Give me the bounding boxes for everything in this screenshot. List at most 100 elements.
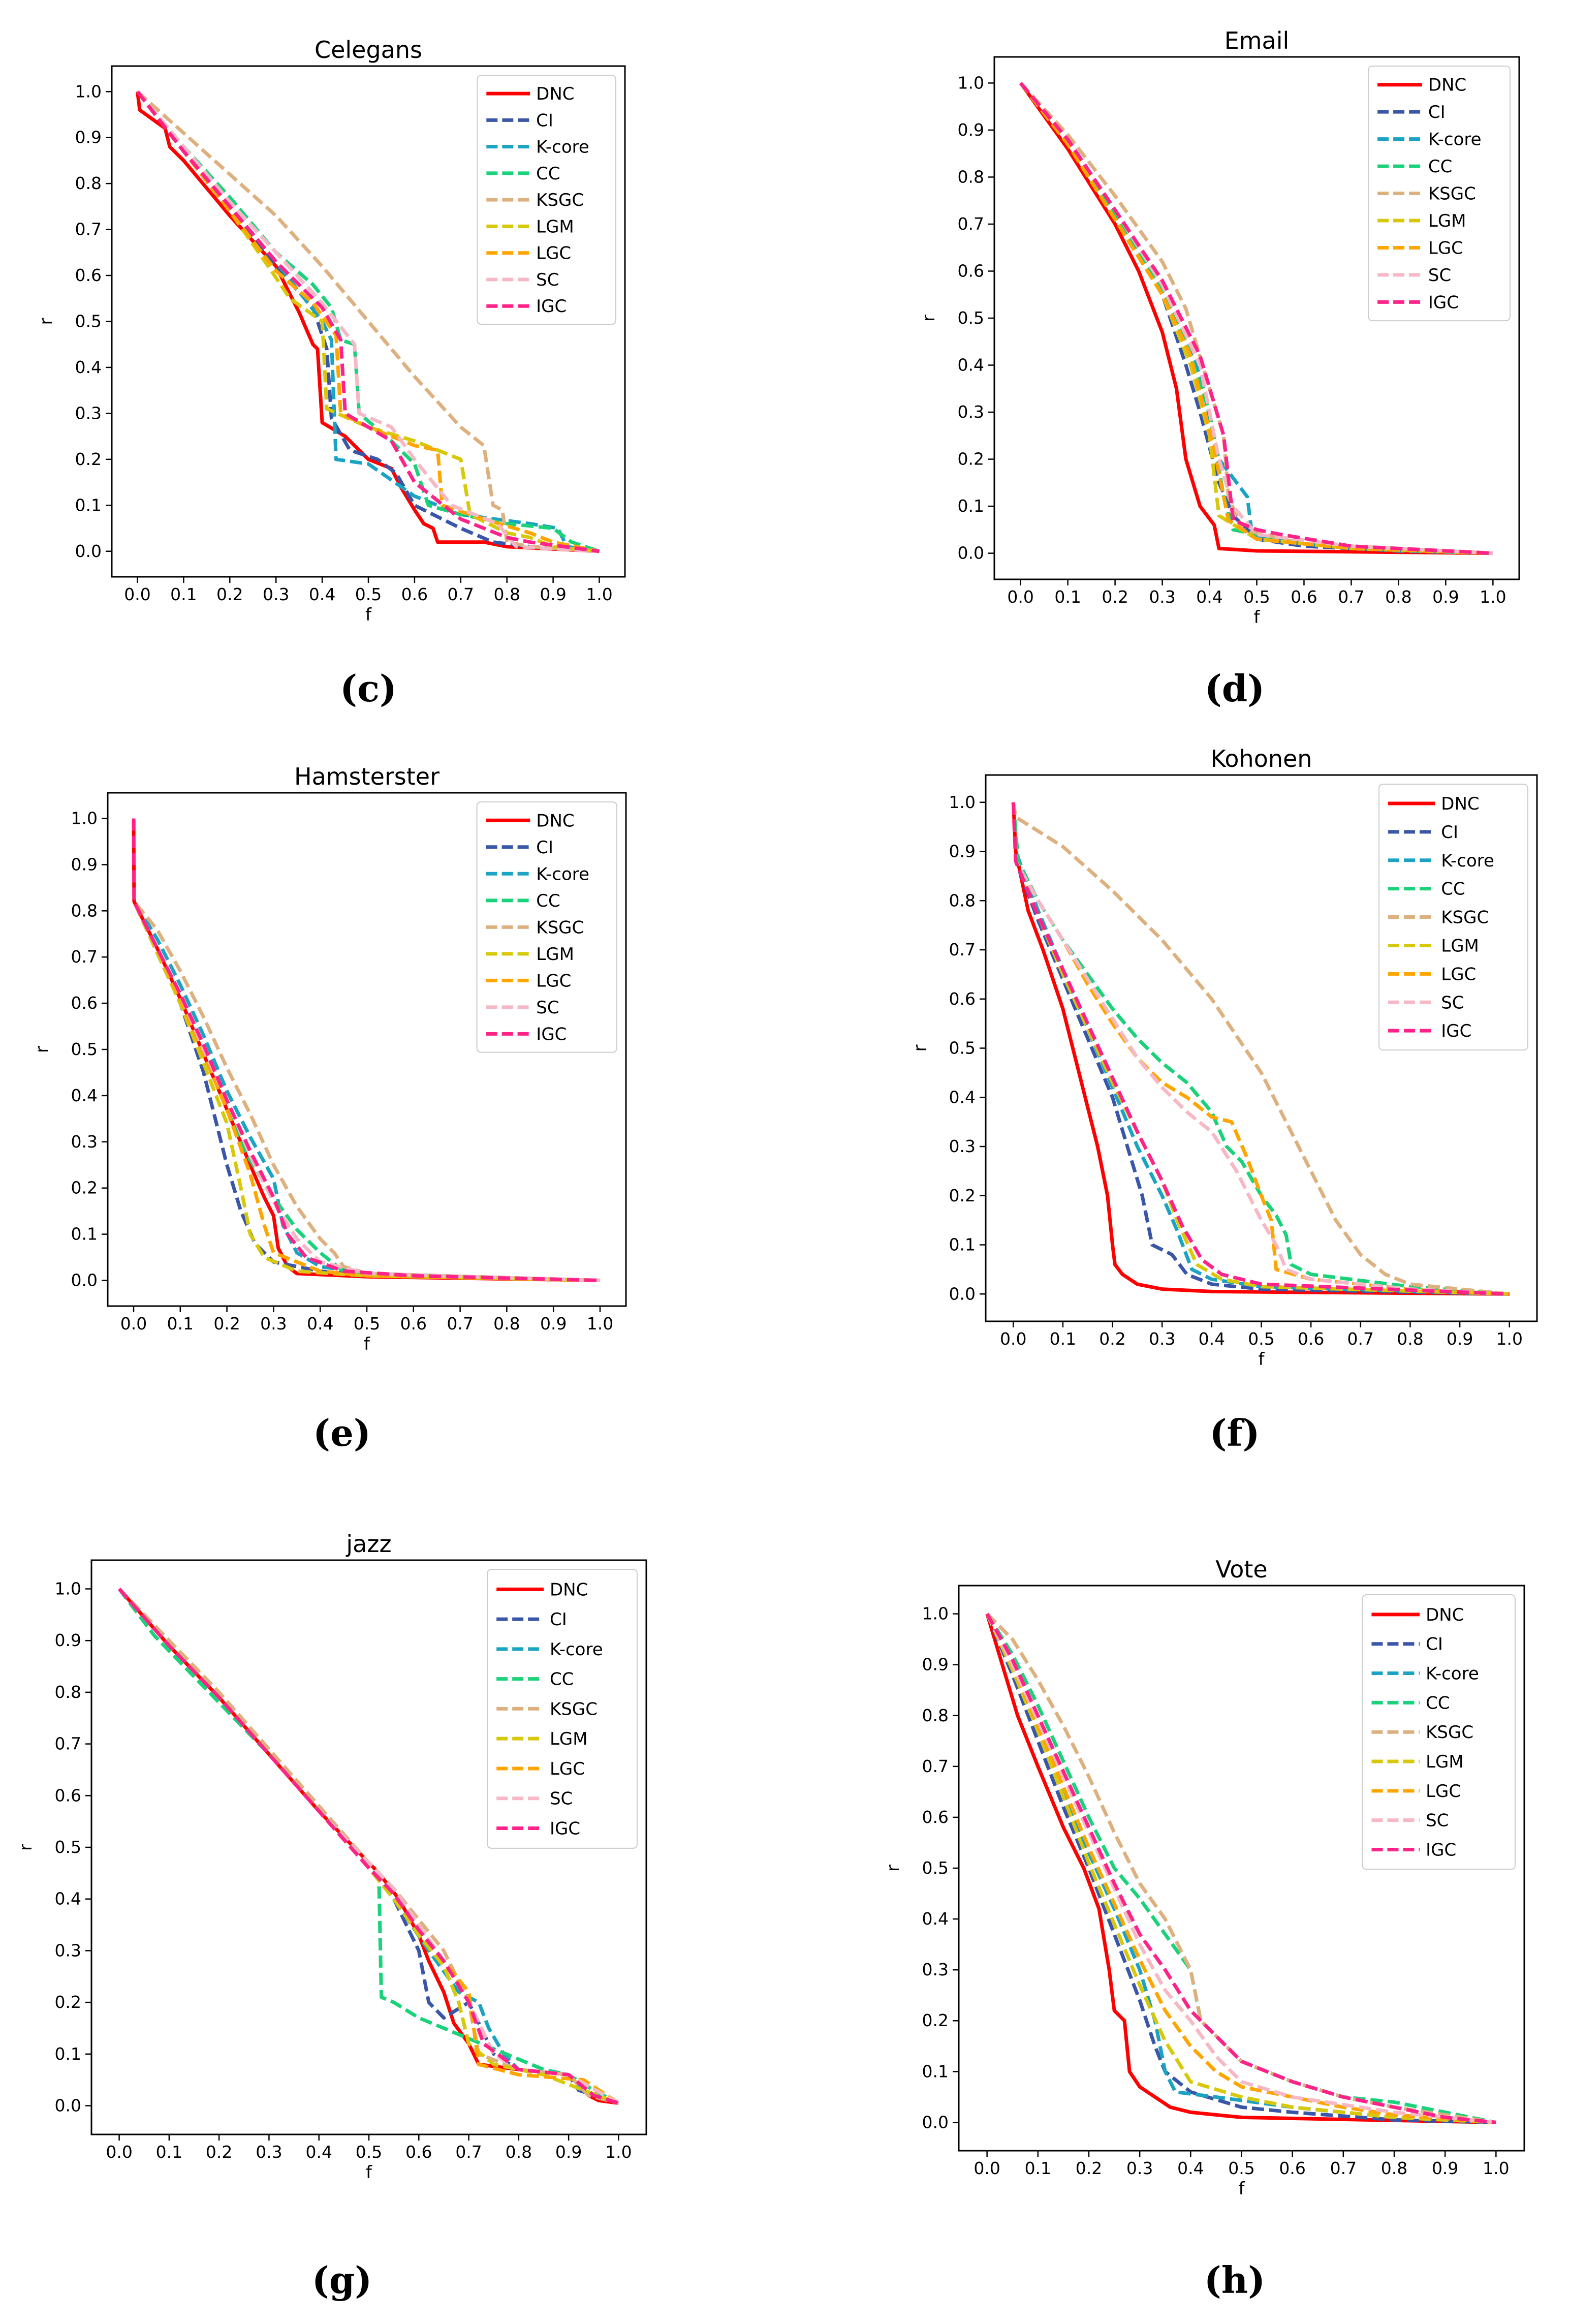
series-line-ksgc: [1011, 802, 1510, 1296]
y-tick-label: 0.6: [71, 993, 98, 1013]
y-tick-label: 0.1: [55, 2044, 81, 2064]
legend-box: [1378, 784, 1529, 1051]
y-tick-label: 0.5: [75, 312, 102, 331]
x-tick-label: 0.4: [307, 1314, 333, 1334]
chart-title: Vote: [1215, 1556, 1267, 1583]
y-tick-label: 1.0: [922, 1604, 949, 1624]
y-tick-label: 0.7: [922, 1756, 949, 1776]
legend-label-k-core: K-core: [1428, 130, 1482, 150]
series-group: [136, 90, 600, 553]
legend-label-lgc: LGC: [1441, 964, 1476, 984]
legend-label-lgc: LGC: [1426, 1781, 1461, 1802]
x-tick-label: 0.2: [1099, 1329, 1125, 1349]
series-line-cc: [985, 1613, 1497, 2124]
x-tick-label: 0.5: [356, 2142, 382, 2162]
x-tick-label: 0.9: [1432, 587, 1459, 607]
legend: DNC CI K-core CC KSGC LGM LGC SC IGC: [1368, 66, 1511, 322]
y-tick-label: 0.0: [75, 541, 102, 561]
y-tick-label: 0.9: [55, 1630, 81, 1650]
legend-box: [487, 1569, 638, 1849]
y-axis-label: r: [36, 318, 56, 325]
x-tick-label: 0.7: [1347, 1329, 1374, 1349]
x-tick-label: 0.9: [540, 584, 566, 604]
y-tick-label: 0.2: [922, 2010, 949, 2030]
y-tick-label: 0.2: [55, 1992, 81, 2012]
series-line-dnc: [985, 1613, 1496, 2124]
panel-caption: (g): [312, 2258, 372, 2302]
x-tick-label: 0.6: [405, 2142, 432, 2162]
series-line-dnc: [1019, 82, 1493, 555]
panel-caption: (e): [313, 1411, 371, 1454]
chart-title: Hamsterster: [294, 763, 439, 790]
y-tick-label: 1.0: [75, 81, 102, 101]
y-tick-label: 0.5: [949, 1038, 976, 1058]
y-tick-label: 0.8: [55, 1682, 81, 1702]
legend: DNC CI K-core CC KSGC LGM LGC SC IGC: [476, 801, 617, 1053]
x-axis-label: f: [366, 2162, 372, 2183]
legend: DNC CI K-core CC KSGC LGM LGC SC IGC: [477, 75, 616, 325]
x-tick-label: 0.7: [1338, 587, 1364, 607]
x-tick-label: 0.2: [206, 2142, 232, 2162]
x-tick-label: 0.6: [1279, 2158, 1305, 2178]
x-tick-label: 0.0: [120, 1314, 147, 1334]
legend-label-ksgc: KSGC: [550, 1699, 598, 1719]
series-line-igc: [117, 1588, 619, 2105]
series-line-ksgc: [136, 90, 600, 553]
legend-label-sc: SC: [536, 998, 559, 1018]
y-tick-label: 0.9: [75, 128, 102, 147]
panel-caption: (h): [1204, 2258, 1265, 2302]
series-line-igc: [1019, 82, 1493, 555]
legend-label-igc: IGC: [1428, 292, 1459, 313]
legend-label-sc: SC: [1428, 265, 1451, 286]
x-tick-label: 0.2: [213, 1314, 240, 1334]
legend-label-ksgc: KSGC: [536, 917, 584, 938]
x-tick-label: 0.4: [1196, 587, 1222, 607]
chart-panel-jazz: jazz 0.0 0.1 0.2 0.3 0.4 0.5 0.6 0.7 0.8 0.9 1.0 0.0…: [16, 1530, 647, 2302]
x-tick-label: 0.5: [1228, 2158, 1254, 2178]
series-line-igc: [136, 90, 600, 553]
series-line-k-core: [132, 818, 601, 1282]
y-tick-label: 0.7: [55, 1734, 81, 1754]
x-tick-label: 0.8: [1381, 2158, 1407, 2178]
y-tick-label: 1.0: [71, 809, 98, 828]
y-tick-label: 0.2: [71, 1178, 98, 1198]
series-line-ci: [985, 1613, 1496, 2124]
legend-label-igc: IGC: [1426, 1840, 1456, 1861]
x-tick-label: 0.3: [1149, 587, 1175, 607]
legend: DNC CI K-core CC KSGC LGM LGC SC IGC: [487, 1569, 638, 1849]
y-tick-label: 0.6: [958, 261, 984, 281]
legend-label-cc: CC: [1441, 879, 1465, 900]
y-tick-label: 1.0: [949, 792, 976, 812]
legend-label-lgc: LGC: [536, 243, 571, 264]
series-line-sc: [985, 1613, 1496, 2124]
y-axis-label: r: [883, 1865, 903, 1872]
y-tick-label: 0.7: [949, 940, 976, 959]
x-tick-label: 0.5: [354, 1314, 380, 1334]
y-tick-label: 0.6: [55, 1785, 81, 1805]
chart-panel-hamsterster: Hamsterster 0.0 0.1 0.2 0.3 0.4 0.5 0.6 0.7 0.8 0.…: [32, 763, 627, 1454]
x-tick-label: 1.0: [587, 1314, 613, 1334]
chart-panel-email: Email 0.0 0.1 0.2 0.3 0.4 0.5 0.6 0.7 0.8 0.9 1.0 0.…: [919, 27, 1520, 710]
legend-label-ci: CI: [550, 1609, 567, 1630]
y-tick-label: 0.5: [55, 1837, 81, 1857]
legend-label-lgm: LGM: [550, 1729, 588, 1749]
series-group: [1011, 802, 1510, 1296]
series-line-cc: [1011, 802, 1510, 1296]
legend-label-cc: CC: [536, 891, 560, 911]
x-tick-label: 0.6: [1298, 1329, 1324, 1349]
x-tick-label: 0.1: [1054, 587, 1081, 607]
legend-label-dnc: DNC: [1428, 75, 1466, 96]
legend-label-sc: SC: [550, 1789, 573, 1809]
y-tick-label: 0.9: [922, 1655, 949, 1675]
legend-label-lgm: LGM: [1428, 211, 1466, 231]
y-tick-label: 0.7: [958, 214, 984, 234]
x-tick-label: 0.0: [974, 2158, 1000, 2178]
x-tick-label: 0.0: [1000, 1329, 1026, 1349]
series-group: [1019, 82, 1493, 555]
series-line-lgm: [117, 1588, 619, 2105]
y-tick-label: 0.7: [75, 220, 102, 239]
x-tick-label: 0.0: [1007, 587, 1033, 607]
legend-box: [476, 801, 617, 1053]
series-line-ksgc: [132, 818, 601, 1282]
y-tick-label: 0.4: [71, 1086, 98, 1105]
